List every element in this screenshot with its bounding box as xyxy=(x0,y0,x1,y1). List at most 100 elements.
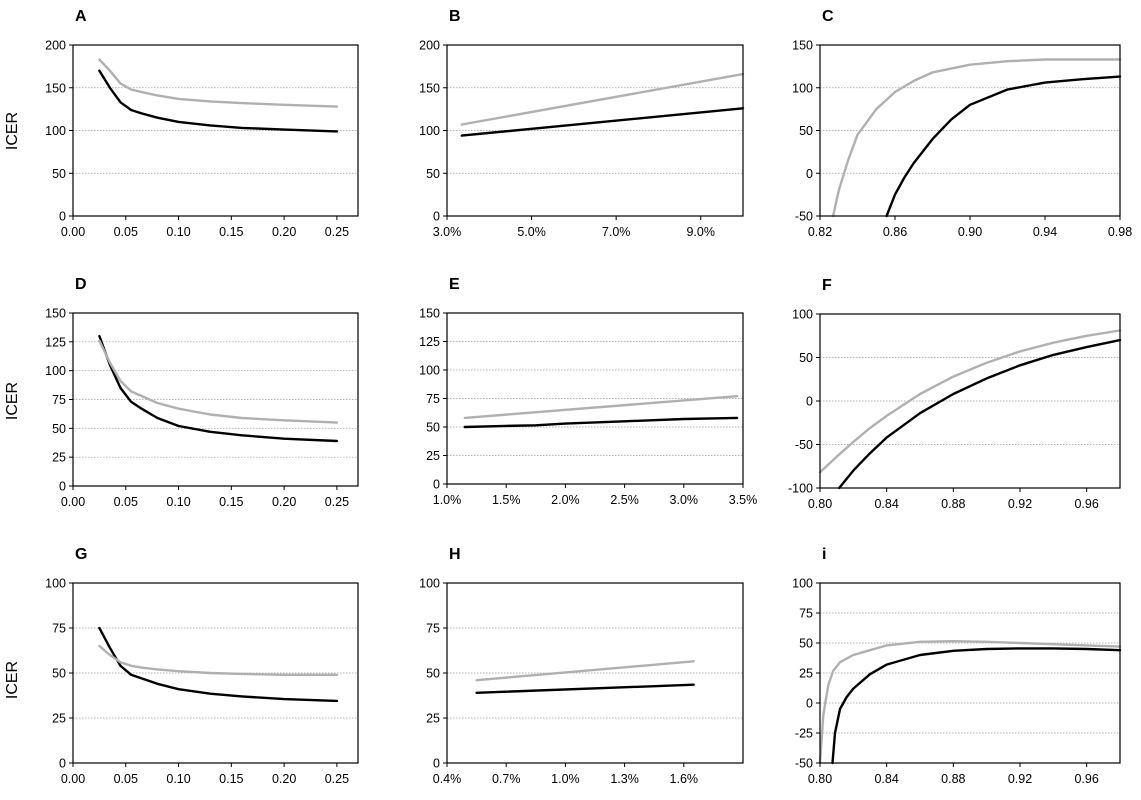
x-tick-label: 0.90 xyxy=(958,225,982,239)
panel-letter: C xyxy=(822,8,834,25)
panel-letter: F xyxy=(822,277,832,294)
series-line-1 xyxy=(463,416,739,429)
chart-panel-f: -100 -50 0 50 100 0.80 0.84 0.88 0.92 0.96 F xyxy=(788,277,1122,511)
y-tick-label: 25 xyxy=(52,451,66,465)
x-tick-label: 0.92 xyxy=(1008,772,1032,786)
chart-panel-e: 0 25 50 75 100 125 150 1.0% 1.5% 2.0% 2.5% 3.0% 3.5%… xyxy=(419,276,757,507)
y-tick-label: 75 xyxy=(52,622,66,636)
y-tick-label: 150 xyxy=(792,39,813,53)
series-line-2 xyxy=(98,644,339,676)
y-tick-label: 50 xyxy=(426,667,440,681)
y-tick-label: 50 xyxy=(52,167,66,181)
x-tick-label: 0.15 xyxy=(219,225,243,239)
y-tick-label: 0 xyxy=(59,757,66,771)
series-line-1 xyxy=(475,683,695,694)
x-tick-label: 0.00 xyxy=(61,772,85,786)
y-tick-label: 50 xyxy=(799,124,813,138)
x-tick-label: 0.15 xyxy=(219,772,243,786)
chart-panel-g: 0 25 50 75 100 0.00 0.05 0.10 0.15 0.20 0.25 G xyxy=(45,546,359,786)
x-tick-label: 1.6% xyxy=(670,772,699,786)
y-tick-label: 0 xyxy=(433,757,440,771)
y-tick-label: 0 xyxy=(59,210,66,224)
x-tick-label: 0.10 xyxy=(166,225,190,239)
series-line-2 xyxy=(818,329,1122,474)
y-tick-label: -50 xyxy=(795,438,813,452)
x-tick-label: 3.0% xyxy=(433,225,462,239)
x-tick-label: 0.88 xyxy=(941,772,965,786)
x-tick-label: 5.0% xyxy=(517,225,546,239)
y-tick-label: 0 xyxy=(806,167,813,181)
series-line-2 xyxy=(463,395,739,420)
x-tick-label: 9.0% xyxy=(686,225,715,239)
x-tick-label: 0.00 xyxy=(61,225,85,239)
x-tick-label: 0.10 xyxy=(166,772,190,786)
x-tick-label: 0.20 xyxy=(272,225,296,239)
y-tick-label: 150 xyxy=(419,81,440,95)
series-line-2 xyxy=(475,660,695,682)
y-tick-label: 150 xyxy=(45,307,66,321)
series-line-1 xyxy=(831,647,1122,765)
series-line-2 xyxy=(831,58,1122,218)
y-tick-label: -100 xyxy=(788,482,813,496)
x-tick-label: 0.10 xyxy=(166,495,190,509)
y-tick-label: 75 xyxy=(426,622,440,636)
panel-letter: B xyxy=(449,8,461,25)
series-line-1 xyxy=(98,69,339,133)
x-tick-label: 0.25 xyxy=(325,225,349,239)
panel-letter: H xyxy=(449,546,461,563)
y-axis-label-row-1: ICER xyxy=(4,112,21,150)
x-tick-label: 2.0% xyxy=(551,493,580,507)
y-tick-label: 100 xyxy=(419,124,440,138)
x-tick-label: 0.05 xyxy=(114,225,138,239)
x-tick-label: 3.5% xyxy=(729,493,758,507)
y-axis-label-row-2: ICER xyxy=(4,382,21,420)
x-tick-label: 0.20 xyxy=(272,772,296,786)
x-tick-label: 0.80 xyxy=(808,497,832,511)
x-tick-label: 0.86 xyxy=(883,225,907,239)
y-tick-label: 25 xyxy=(52,712,66,726)
x-tick-label: 0.92 xyxy=(1008,497,1032,511)
y-tick-label: 200 xyxy=(419,39,440,53)
chart-panel-d: 0 25 50 75 100 125 150 0.00 0.05 0.10 0.15 0.20 0.25… xyxy=(45,276,359,509)
x-tick-label: 0.4% xyxy=(433,772,462,786)
y-tick-label: 200 xyxy=(45,39,66,53)
x-tick-label: 0.80 xyxy=(808,772,832,786)
y-tick-label: 100 xyxy=(45,124,66,138)
chart-panel-i: -50 -25 0 25 50 75 100 0.80 0.84 0.88 0.92 0.96 i xyxy=(792,546,1122,786)
series-line-1 xyxy=(98,626,339,703)
y-tick-label: 100 xyxy=(792,81,813,95)
y-tick-label: 100 xyxy=(792,308,813,322)
x-tick-label: 0.84 xyxy=(874,497,898,511)
x-tick-label: 2.5% xyxy=(610,493,639,507)
y-tick-label: 0 xyxy=(433,478,440,492)
chart-panel-c: -50 0 50 100 150 0.82 0.86 0.90 0.94 0.98 C xyxy=(792,8,1132,239)
x-tick-label: 0.84 xyxy=(874,772,898,786)
x-tick-label: 0.00 xyxy=(61,495,85,509)
series-line-2 xyxy=(460,72,745,126)
panel-letter: G xyxy=(75,546,87,563)
y-tick-label: 150 xyxy=(419,307,440,321)
x-tick-label: 0.88 xyxy=(941,497,965,511)
y-tick-label: 50 xyxy=(52,422,66,436)
y-axis-label-row-3: ICER xyxy=(4,661,21,699)
panel-letter: i xyxy=(822,546,826,563)
x-tick-label: 0.98 xyxy=(1108,225,1132,239)
y-tick-label: -50 xyxy=(795,757,813,771)
x-tick-label: 0.15 xyxy=(219,495,243,509)
y-tick-label: 25 xyxy=(799,667,813,681)
x-tick-label: 1.0% xyxy=(551,772,580,786)
y-tick-label: -50 xyxy=(795,210,813,224)
y-tick-label: 0 xyxy=(806,395,813,409)
x-tick-label: 1.0% xyxy=(433,493,462,507)
y-tick-label: 100 xyxy=(45,577,66,591)
y-tick-label: 25 xyxy=(426,712,440,726)
x-tick-label: 7.0% xyxy=(602,225,631,239)
y-tick-label: 0 xyxy=(433,210,440,224)
series-line-1 xyxy=(98,334,339,443)
y-tick-label: 50 xyxy=(52,667,66,681)
x-tick-label: 0.20 xyxy=(272,495,296,509)
y-tick-label: 100 xyxy=(419,577,440,591)
x-tick-label: 0.82 xyxy=(808,225,832,239)
y-tick-label: 100 xyxy=(45,364,66,378)
